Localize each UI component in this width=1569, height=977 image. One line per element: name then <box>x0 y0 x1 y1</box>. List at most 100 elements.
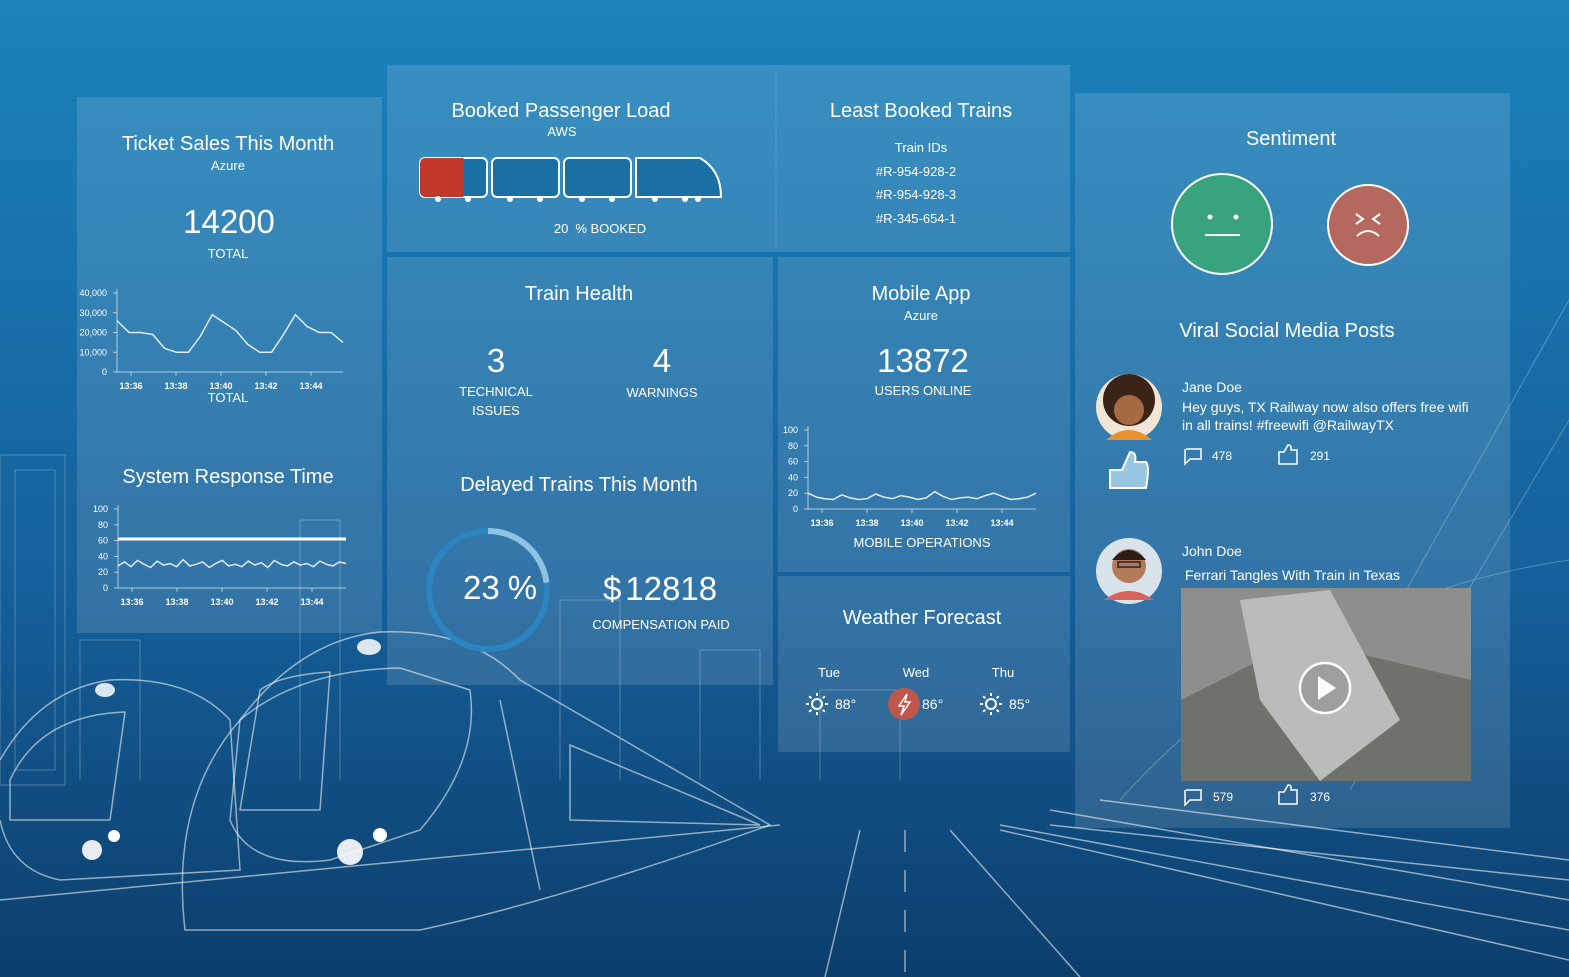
sun-ray <box>995 708 1000 713</box>
panel <box>387 65 1070 252</box>
comment-icon <box>1184 789 1202 807</box>
x-tick-label: 13:36 <box>810 518 833 528</box>
y-tick-label: 60 <box>98 536 108 546</box>
title: Ticket Sales This Month <box>122 133 334 155</box>
kpi-label: COMPENSATION PAID <box>592 617 729 632</box>
title: Least Booked Trains <box>830 100 1012 122</box>
post-author: John Doe <box>1182 543 1242 559</box>
booked-label: 20 % BOOKED <box>554 221 646 236</box>
percent: 20 <box>554 221 568 236</box>
x-tick-label: 13:36 <box>119 381 142 391</box>
donut-label: 23% <box>463 569 537 606</box>
train-id: #R-954-928-2 <box>876 164 956 179</box>
storm-bg <box>888 688 920 720</box>
kpi-label: TOTAL <box>208 246 249 261</box>
compensation: $12818 <box>603 570 717 607</box>
kpi-label: USERS ONLINE <box>875 383 972 398</box>
x-tick-label: 13:44 <box>990 518 1013 528</box>
x-tick-label: 13:40 <box>900 518 923 528</box>
source: Azure <box>211 158 245 173</box>
sentiment-neutral <box>1171 173 1273 275</box>
y-tick-label: 0 <box>103 583 108 593</box>
kpi-value: 4 <box>653 342 671 379</box>
panel <box>77 97 382 633</box>
y-tick-label: 100 <box>93 504 108 514</box>
avatar <box>1096 374 1162 440</box>
y-tick-label: 80 <box>788 441 798 451</box>
panel <box>387 257 773 685</box>
kpi-label: WARNINGS <box>626 385 697 400</box>
sun-icon <box>806 693 828 715</box>
y-tick-label: 40 <box>788 472 798 482</box>
title: Weather Forecast <box>843 607 1002 629</box>
y-tick-label: 100 <box>783 425 798 435</box>
sun-core <box>985 698 997 710</box>
x-tick-label: 13:42 <box>255 597 278 607</box>
y-tick-label: 20,000 <box>79 328 107 338</box>
y-tick-label: 20 <box>98 567 108 577</box>
weather-day: Tue <box>818 665 840 680</box>
y-tick-label: 40 <box>98 551 108 561</box>
title: System Response Time <box>122 466 333 488</box>
sun-core <box>811 698 823 710</box>
weather-temp: 85° <box>1009 696 1030 712</box>
y-tick-label: 60 <box>788 457 798 467</box>
kpi-value: 13872 <box>877 342 969 379</box>
sun-icon <box>980 693 1002 715</box>
wheels <box>435 196 701 202</box>
line-series <box>117 558 347 569</box>
like-button[interactable] <box>1109 450 1149 489</box>
post-text: Hey guys, TX Railway now also offers fre… <box>1182 399 1469 415</box>
like-icon <box>1278 444 1298 465</box>
sun-ray <box>995 695 1000 700</box>
x-tick-label: 13:38 <box>855 518 878 528</box>
like-count: 376 <box>1310 790 1330 804</box>
sun-ray <box>821 708 826 713</box>
kpi-label: TECHNICAL <box>459 384 533 399</box>
background-art <box>0 299 1569 977</box>
storm-icon <box>888 688 920 720</box>
train-cars <box>419 157 723 198</box>
y-tick-label: 10,000 <box>79 347 107 357</box>
y-tick-label: 30,000 <box>79 308 107 318</box>
post-text: in all trains! #freewifi @RailwayTX <box>1182 417 1394 433</box>
panel <box>778 576 1070 752</box>
bolt <box>897 693 912 716</box>
play-button[interactable] <box>1298 661 1352 715</box>
amount: 12818 <box>625 570 717 607</box>
x-tick-label: 13:44 <box>299 381 322 391</box>
subtitle: Train IDs <box>895 140 948 155</box>
x-axis-label: TOTAL <box>208 390 249 405</box>
x-tick-label: 13:44 <box>300 597 323 607</box>
title: Viral Social Media Posts <box>1179 320 1394 342</box>
post-text: Ferrari Tangles With Train in Texas <box>1185 567 1400 583</box>
x-tick-label: 13:38 <box>165 597 188 607</box>
avatar <box>1096 538 1162 604</box>
percent: 23 <box>463 569 500 606</box>
title: Delayed Trains This Month <box>460 474 698 496</box>
sun-ray <box>982 695 987 700</box>
comment-count: 579 <box>1213 790 1233 804</box>
like-count: 291 <box>1310 449 1330 463</box>
x-tick-label: 13:40 <box>210 597 233 607</box>
weather-temp: 86° <box>922 696 943 712</box>
title: Mobile App <box>872 283 971 305</box>
x-axis-label: MOBILE OPERATIONS <box>853 535 990 550</box>
panel <box>778 257 1070 572</box>
sun-ray <box>808 695 813 700</box>
donut-arc <box>487 528 550 584</box>
sun-ray <box>982 708 987 713</box>
comment-icon <box>1184 448 1202 466</box>
title: Booked Passenger Load <box>451 100 670 122</box>
sun-ray <box>821 695 826 700</box>
weather-temp: 88° <box>835 696 856 712</box>
kpi-label: ISSUES <box>472 403 520 418</box>
train-id: #R-345-654-1 <box>876 211 956 226</box>
source: Azure <box>904 308 938 323</box>
x-tick-label: 13:36 <box>120 597 143 607</box>
percent-label: % BOOKED <box>575 221 646 236</box>
train-id: #R-954-928-3 <box>876 187 956 202</box>
y-tick-label: 0 <box>793 504 798 514</box>
line-series <box>807 490 1037 501</box>
